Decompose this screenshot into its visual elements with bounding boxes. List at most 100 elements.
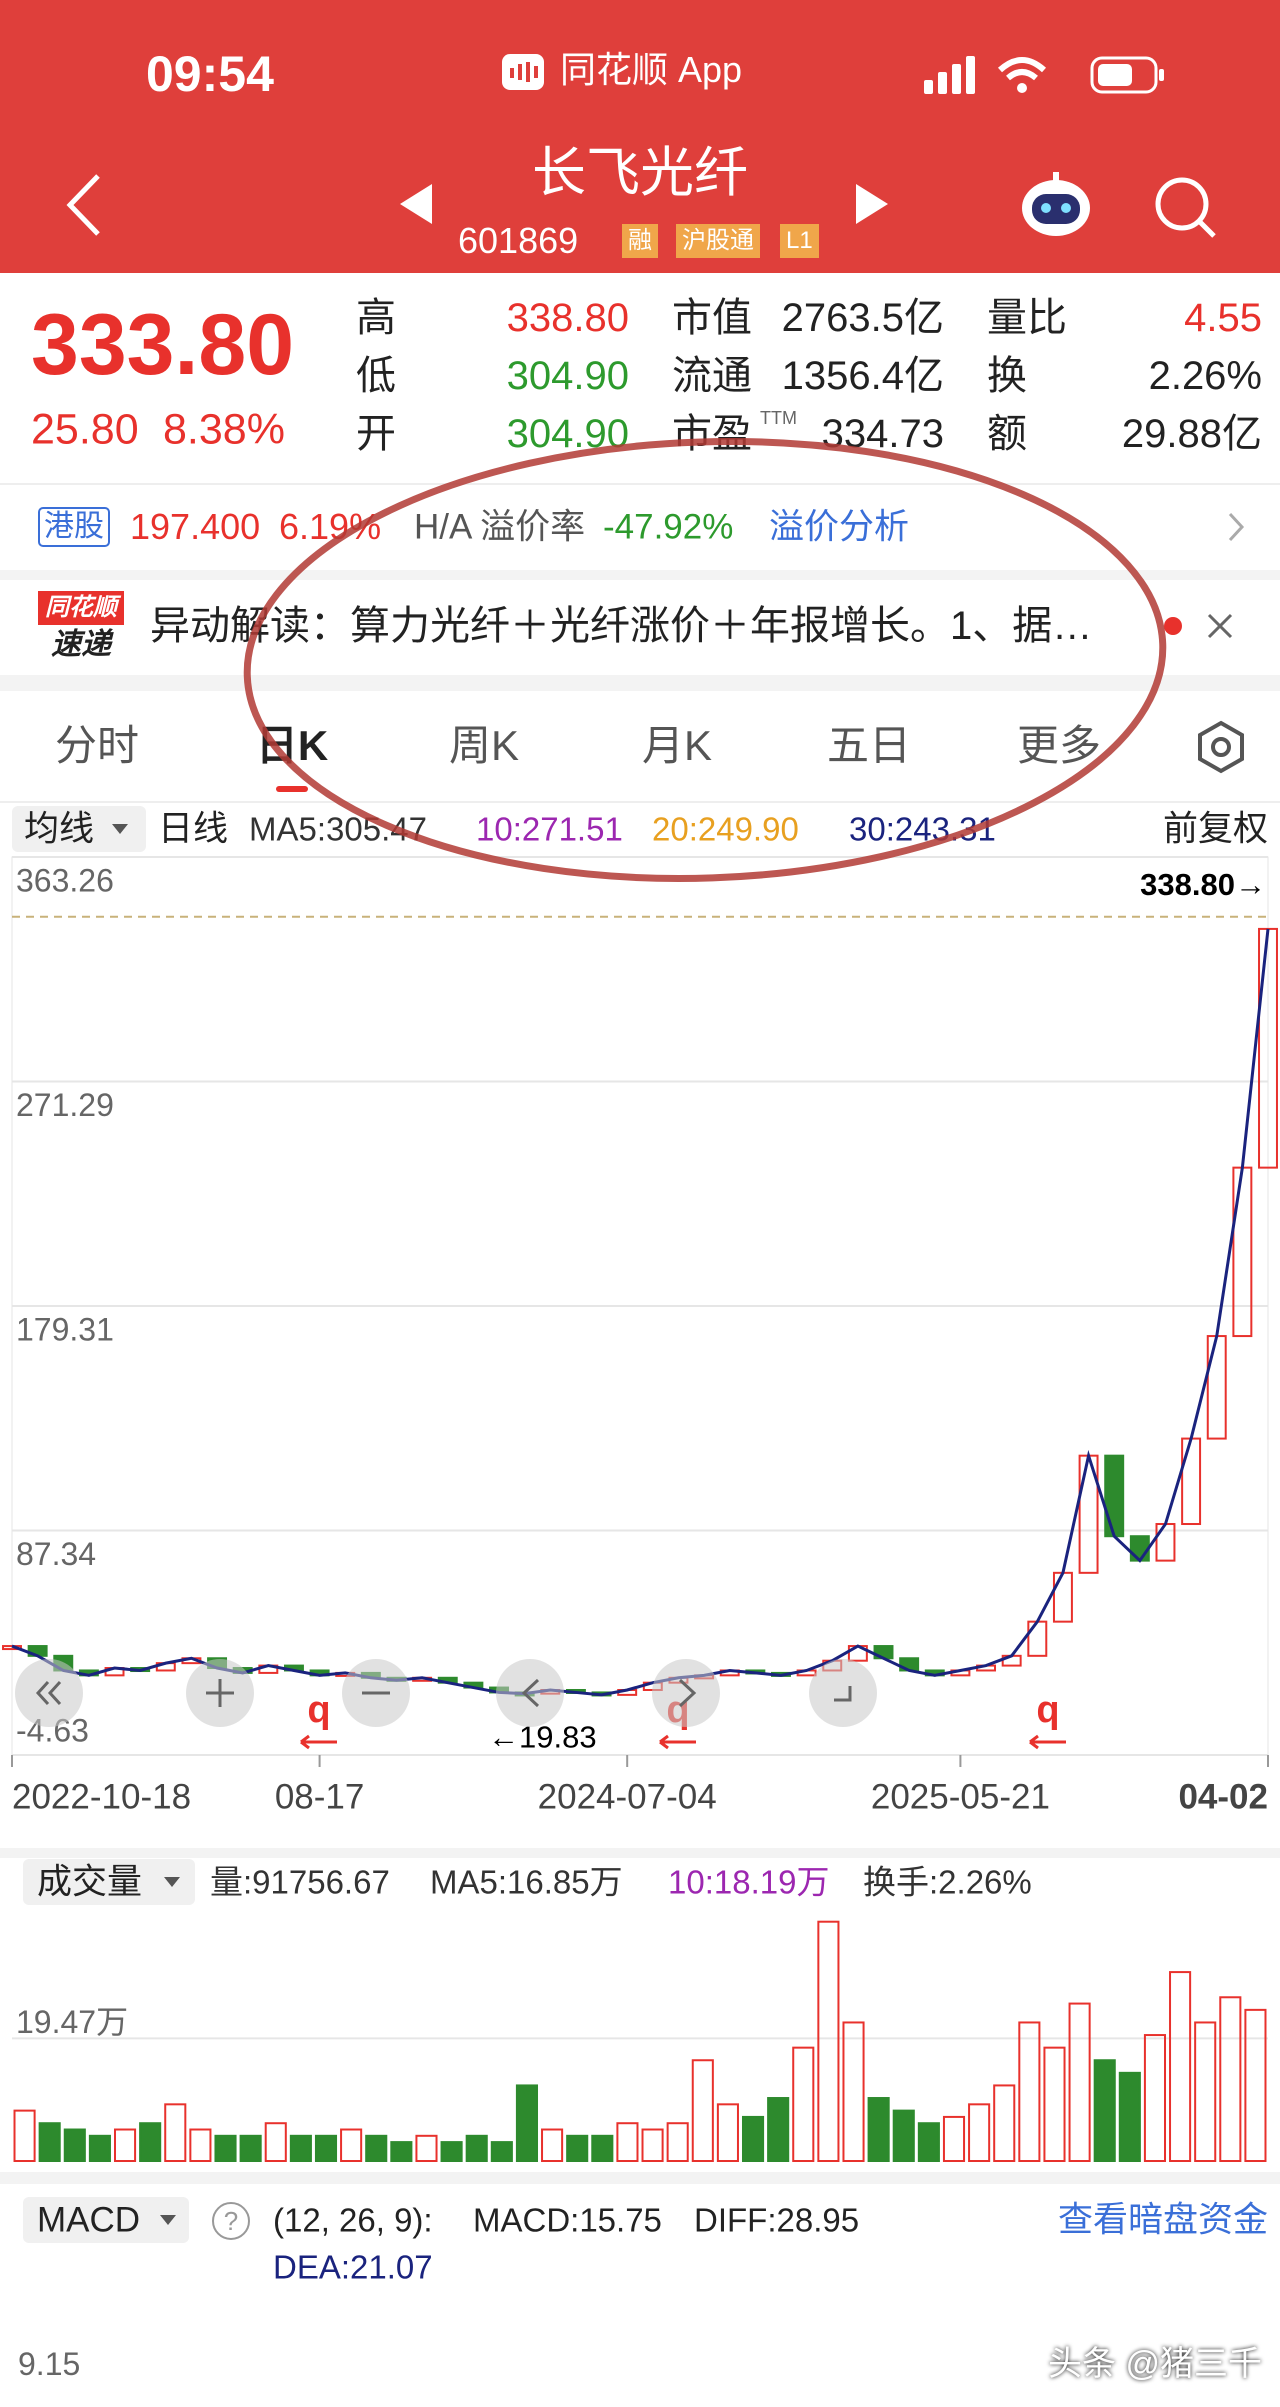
- tab[interactable]: 分时: [54, 722, 140, 769]
- ma-menu-label[interactable]: 均线: [24, 809, 95, 849]
- stat-value: 2763.5亿: [781, 296, 944, 340]
- logo-bottom: 速递: [51, 628, 111, 661]
- candle: [1206, 1335, 1227, 1440]
- chevron[interactable]: [1226, 510, 1248, 544]
- candle: [1232, 1166, 1253, 1338]
- volume-bar: [767, 2097, 790, 2162]
- tag: 沪股通: [676, 224, 760, 258]
- x-tick-label: 04-02: [1178, 1777, 1268, 1816]
- signal-arrow: [300, 1734, 337, 1750]
- signal-marker: q: [307, 1689, 330, 1731]
- adjust-mode[interactable]: 前复权: [1162, 809, 1268, 849]
- next-stock[interactable]: [852, 182, 890, 226]
- stat-value: 304.90: [506, 354, 629, 398]
- volume-menu[interactable]: [23, 1859, 195, 1905]
- volume-bar: [541, 2128, 564, 2163]
- volume-bar: [993, 2084, 1016, 2163]
- volume-bar: [440, 2141, 463, 2163]
- dark-pool-link[interactable]: 查看暗盘资金: [1057, 2200, 1268, 2240]
- volume-bar: [415, 2134, 438, 2162]
- volume-bar: [591, 2134, 614, 2162]
- volume-bar: [1043, 2046, 1066, 2163]
- y-tick-label: 87.34: [16, 1536, 96, 1572]
- settings[interactable]: [1194, 720, 1248, 774]
- volume-value: 量:91756.67: [210, 1863, 390, 1901]
- prev-stock[interactable]: [398, 182, 436, 226]
- volume-bar: [842, 2021, 865, 2162]
- turnover: 换手:2.26%: [863, 1863, 1032, 1901]
- volume-bar: [566, 2134, 589, 2162]
- x-tick-label: 2024-07-04: [538, 1777, 717, 1816]
- tag: 融: [622, 224, 658, 258]
- diff-value: DIFF:28.95: [694, 2201, 860, 2239]
- ma-period: 日线: [158, 809, 229, 849]
- robot-assistant[interactable]: [1018, 170, 1094, 240]
- volume-bar: [490, 2141, 513, 2163]
- logo-top: 同花顺: [38, 591, 124, 625]
- tag: L1: [780, 224, 819, 258]
- stat-value: 4.55: [1184, 296, 1262, 340]
- volume-bar: [365, 2134, 388, 2162]
- stock-name: 长飞光纤: [532, 143, 748, 203]
- stat-value: 1356.4亿: [781, 354, 944, 398]
- volume-bar: [340, 2128, 363, 2163]
- close-line: [11, 928, 1270, 1697]
- volume-bar: [917, 2122, 940, 2162]
- stat-label: 流通: [672, 354, 752, 398]
- hk-badge: 港股: [38, 507, 110, 547]
- search-button[interactable]: [1152, 174, 1218, 240]
- volume-bar: [214, 2134, 237, 2162]
- volume-bar: [289, 2134, 312, 2162]
- volume-bar: [38, 2122, 61, 2162]
- header-bar: 09:54 同花顺 App 长飞光纤 601869 融 沪股通 L1: [0, 0, 1280, 273]
- high-label: 338.80→: [1140, 867, 1266, 902]
- volume-bar: [239, 2134, 262, 2162]
- y-tick-label: 19.47万: [16, 2004, 128, 2040]
- volume-bar: [1143, 2034, 1167, 2163]
- volume-menu-label[interactable]: 成交量: [37, 1862, 143, 1902]
- back-button[interactable]: [60, 170, 110, 240]
- macd-menu-label[interactable]: MACD: [37, 2200, 141, 2240]
- volume-bar: [817, 1920, 840, 2163]
- volume-bar: [264, 2122, 287, 2162]
- volume-bar: [1093, 2059, 1116, 2163]
- volume-bar: [1068, 2002, 1091, 2162]
- close-news[interactable]: [1206, 612, 1234, 640]
- macd-tick: 9.15: [18, 2346, 81, 2382]
- volume-bar: [1018, 2021, 1041, 2162]
- help-icon[interactable]: ?: [212, 2202, 250, 2240]
- volume-bar: [716, 2103, 739, 2163]
- volume-bar: [314, 2134, 338, 2162]
- volume-bar: [1169, 1971, 1192, 2162]
- volume-bar: [139, 2122, 162, 2162]
- dea-value: DEA:21.07: [273, 2248, 433, 2286]
- y-tick-label: 363.26: [16, 862, 114, 898]
- zoom-buttons[interactable]: [0, 1650, 900, 1740]
- volume-bar: [465, 2134, 488, 2162]
- volume-bar: [164, 2103, 187, 2163]
- stat-label: 高: [356, 296, 396, 340]
- signal-marker: q: [1036, 1689, 1059, 1731]
- volume-bar: [616, 2122, 639, 2162]
- macd-menu[interactable]: [23, 2197, 189, 2243]
- hk-price: 197.400: [130, 506, 261, 547]
- candle: [1155, 1523, 1176, 1562]
- signal-arrow: [659, 1734, 696, 1750]
- volume-bar: [641, 2128, 664, 2163]
- candle: [1027, 1620, 1048, 1657]
- x-tick-label: 2022-10-18: [12, 1777, 191, 1816]
- last-price: 333.80: [31, 297, 295, 393]
- min-label: ←19.83: [488, 1719, 597, 1754]
- volume-bar: [968, 2103, 991, 2163]
- app-icon: [502, 54, 544, 90]
- volume-bar: [1219, 1996, 1242, 2163]
- y-tick-label: 179.31: [16, 1311, 114, 1347]
- stat-label: 量比: [987, 296, 1067, 340]
- volume-bar: [113, 2128, 137, 2163]
- unread-dot: [1164, 617, 1182, 635]
- stat-value: 2.26%: [1148, 354, 1262, 398]
- y-tick-label: 271.29: [16, 1087, 114, 1123]
- x-tick-label: 08-17: [275, 1777, 365, 1816]
